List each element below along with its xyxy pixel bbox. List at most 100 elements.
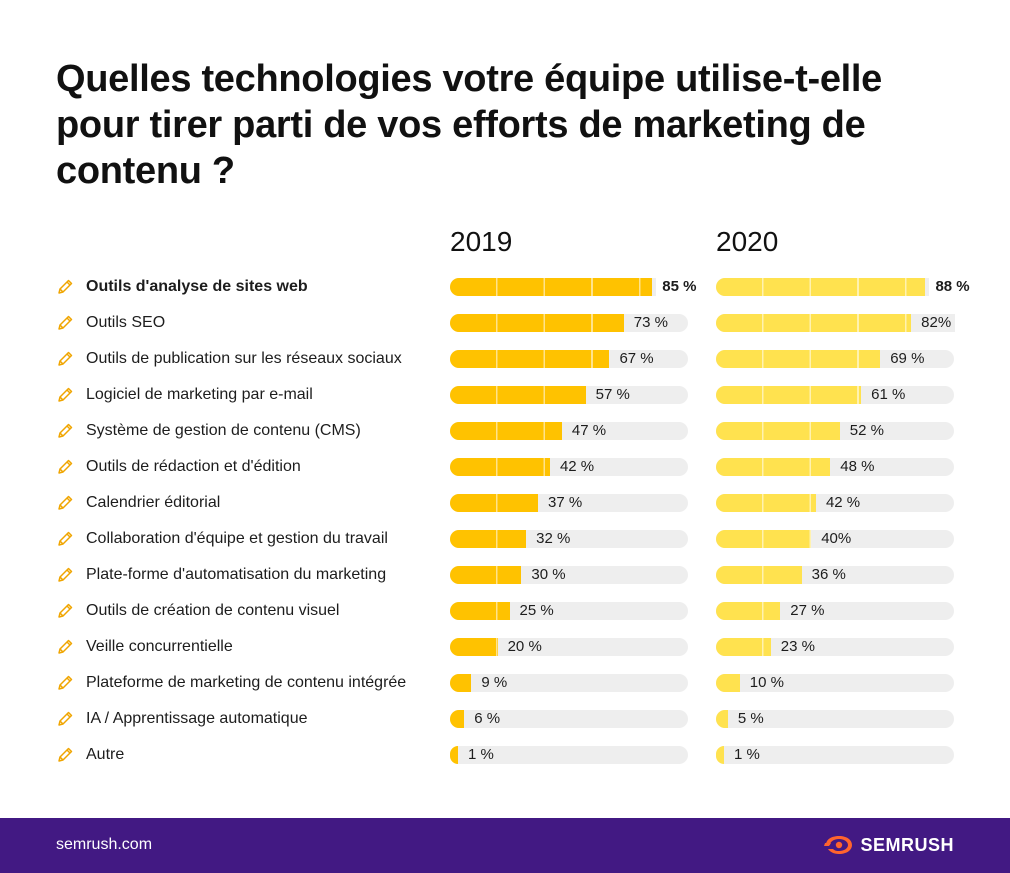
bar-track-2019: 85 % [450,278,701,296]
bar-2020 [716,530,812,548]
footer-url[interactable]: semrush.com [56,836,153,853]
pencil-icon [58,603,73,618]
bar-2019 [450,278,653,296]
pencil-icon [58,639,73,654]
brand-name: SEMRUSH [860,834,954,855]
chart-row: IA / Apprentissage automatique 6 % 5 % [0,701,1010,737]
data-label-2019: 67 % [613,350,658,368]
bar-2019 [450,566,522,584]
chart-row: Système de gestion de contenu (CMS) 47 % 5… [0,413,1010,449]
data-label-2019: 9 % [475,674,512,692]
chart-row: Plate-forme d'automatisation du marketin… [0,557,1010,593]
bar-2019 [450,458,550,476]
bar-track-2019: 9 % [450,674,688,692]
data-label-2020: 48 % [834,458,879,476]
footer: semrush.com SEMRUSH [0,818,1010,873]
bar-2019 [450,674,472,692]
data-label-2020: 52 % [843,422,888,440]
chart-row: Plateforme de marketing de contenu intég… [0,665,1010,701]
pencil-icon [58,315,73,330]
data-label-2020: 69 % [884,350,929,368]
category-label: Logiciel de marketing par e-mail [86,386,313,403]
chart-title: Quelles technologies votre équipe utilis… [56,58,883,192]
bar-track-2019: 20 % [450,638,688,656]
chart-row: Outils SEO 73 % 82% [0,305,1010,341]
bar-track-2019: 47 % [450,422,688,440]
category-label: Collaboration d'équipe et gestion du tra… [86,530,388,547]
bar-2020 [716,710,728,728]
category-label: Outils de publication sur les réseaux so… [86,350,402,367]
bar-2020 [716,638,771,656]
bar-2019 [450,746,458,764]
category-label: Système de gestion de contenu (CMS) [86,422,361,439]
bar-2020 [716,494,816,512]
bar-2020 [716,422,840,440]
bar-2020 [716,278,926,296]
data-label-2019: 32 % [530,530,575,548]
chart-row: Outils de création de contenu visuel 25 %… [0,593,1010,629]
category-label: Outils de création de contenu visuel [86,602,340,619]
pencil-icon [58,279,73,294]
bar-2020 [716,566,802,584]
semrush-fire-icon [824,836,853,854]
bar-track-2020: 42 % [716,494,954,512]
bar-track-2020: 82% [716,314,956,332]
data-label-2019: 20 % [501,638,546,656]
bar-track-2019: 67 % [450,350,688,368]
bar-track-2019: 57 % [450,386,688,404]
bar-2020 [716,674,740,692]
bar-track-2020: 40% [716,530,954,548]
category-label: Autre [86,746,125,763]
chart-row: Collaboration d'équipe et gestion du tra… [0,521,1010,557]
bar-track-2019: 73 % [450,314,688,332]
bar-track-2019: 32 % [450,530,688,548]
bar-track-2020: 23 % [716,638,954,656]
data-label-2020: 88 % [929,278,974,296]
bar-track-2019: 6 % [450,710,688,728]
bar-track-2019: 25 % [450,602,688,620]
category-label: Veille concurrentielle [86,638,233,655]
data-label-2019: 37 % [542,494,587,512]
data-label-2019: 85 % [656,278,701,296]
pencil-icon [58,459,73,474]
category-label: Outils SEO [86,314,166,331]
bar-track-2020: 88 % [716,278,974,296]
data-label-2019: 25 % [513,602,558,620]
data-label-2019: 73 % [627,314,672,332]
data-label-2019: 30 % [525,566,570,584]
bar-track-2020: 36 % [716,566,954,584]
category-label: Calendrier éditorial [86,494,221,511]
bar-track-2020: 1 % [716,746,954,764]
bar-track-2020: 5 % [716,710,954,728]
data-label-2019: 1 % [462,746,498,764]
data-label-2020: 61 % [865,386,910,404]
category-label: IA / Apprentissage automatique [86,710,308,727]
data-label-2019: 57 % [589,386,634,404]
chart-row: Logiciel de marketing par e-mail 57 % 61 % [0,377,1010,413]
data-label-2020: 5 % [731,710,768,728]
bar-2019 [450,638,498,656]
data-label-2020: 36 % [805,566,850,584]
bar-2020 [716,458,831,476]
pencil-icon [58,387,73,402]
pencil-icon [58,351,73,366]
data-label-2019: 42 % [553,458,599,476]
data-label-2020: 1 % [728,746,764,764]
bar-track-2019: 42 % [450,458,688,476]
pencil-icon [58,531,73,546]
chart-row: Outils d'analyse de sites web 85 % 88 % [0,269,1010,305]
bar-2019 [450,602,510,620]
year-header-2020: 2020 [716,226,779,257]
bar-track-2020: 48 % [716,458,954,476]
bar-2019 [450,710,465,728]
pencil-icon [58,423,73,438]
bar-track-2020: 69 % [716,350,954,368]
data-label-2020: 42 % [819,494,865,512]
pencil-icon [58,711,73,726]
bar-track-2019: 1 % [450,746,688,764]
data-label-2020: 10 % [743,674,788,692]
data-label-2020: 23 % [774,638,819,656]
chart-row: Veille concurrentielle 20 % 23 % [0,629,1010,665]
pencil-icon [58,495,73,510]
brand: SEMRUSH [824,834,954,856]
